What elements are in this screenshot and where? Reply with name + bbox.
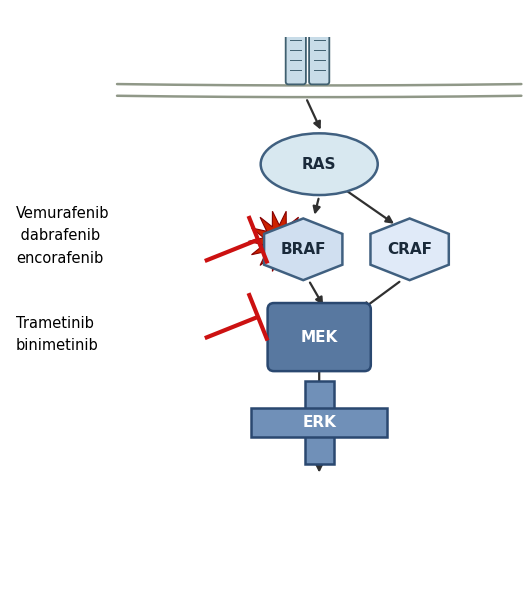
- Polygon shape: [264, 218, 343, 280]
- Polygon shape: [305, 381, 334, 463]
- Text: Trametinib
binimetinib: Trametinib binimetinib: [16, 316, 99, 353]
- Text: MEK: MEK: [301, 330, 338, 345]
- Text: Vemurafenib
 dabrafenib
encorafenib: Vemurafenib dabrafenib encorafenib: [16, 206, 110, 266]
- Text: CRAF: CRAF: [387, 242, 432, 257]
- FancyBboxPatch shape: [309, 26, 329, 84]
- Ellipse shape: [261, 133, 378, 195]
- Polygon shape: [251, 408, 387, 437]
- Text: BRAF: BRAF: [280, 242, 326, 257]
- Polygon shape: [248, 211, 310, 272]
- FancyBboxPatch shape: [268, 303, 371, 371]
- Text: ERK: ERK: [302, 414, 336, 430]
- Polygon shape: [370, 218, 449, 280]
- FancyBboxPatch shape: [286, 26, 306, 84]
- Text: RAS: RAS: [302, 157, 336, 172]
